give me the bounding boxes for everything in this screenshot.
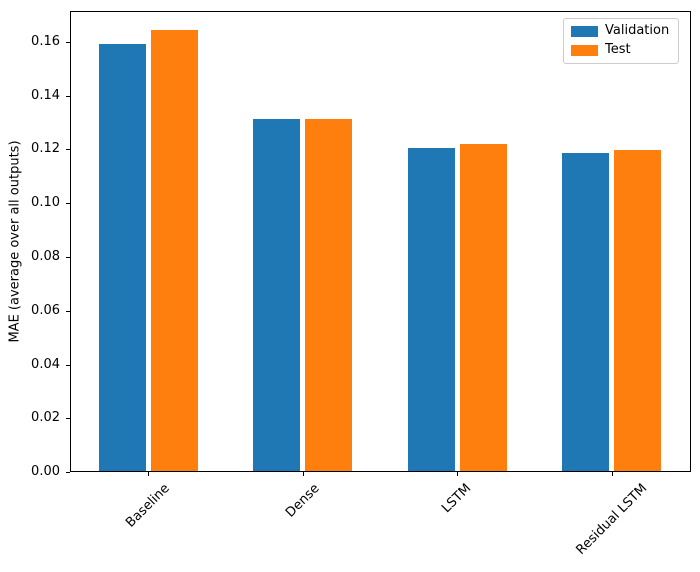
legend-label-test: Test (605, 42, 631, 57)
legend-patch-test (571, 44, 598, 56)
bar-validation-baseline (98, 43, 146, 471)
y-tick-label: 0.14 (31, 87, 60, 103)
x-tick-mark (457, 472, 458, 476)
bar-validation-residual-lstm (562, 153, 609, 471)
y-tick-label: 0.00 (31, 464, 60, 479)
y-tick-label: 0.10 (31, 195, 60, 211)
bar-test-dense (305, 118, 352, 471)
y-tick-label: 0.16 (31, 33, 60, 49)
y-tick-mark (66, 149, 70, 151)
x-tick-mark (148, 472, 149, 476)
x-tick-label-lstm: LSTM (439, 481, 475, 517)
plot-area (70, 11, 691, 472)
y-tick-mark (66, 472, 70, 473)
y-tick-mark (66, 310, 70, 312)
bar-test-baseline (150, 30, 198, 471)
legend-row: Test (571, 43, 669, 57)
legend-patch-validation (571, 25, 598, 37)
legend-row: Validation (571, 24, 669, 38)
legend: Validation Test (563, 18, 680, 64)
x-tick-label-dense: Dense (282, 481, 323, 521)
x-tick-mark (611, 472, 613, 476)
y-tick-mark (66, 364, 70, 366)
x-tick-label-baseline: Baseline (123, 481, 173, 531)
y-tick-mark (66, 203, 70, 205)
y-tick-mark (66, 418, 70, 420)
y-tick-mark (66, 95, 70, 97)
bar-validation-dense (253, 118, 300, 471)
y-tick-label: 0.02 (31, 410, 60, 426)
x-tick-mark (302, 472, 304, 476)
y-tick-label: 0.06 (31, 302, 60, 318)
legend-label-validation: Validation (605, 23, 670, 38)
bar-test-residual-lstm (614, 150, 661, 471)
y-tick-mark (66, 257, 70, 258)
y-tick-label: 0.12 (31, 141, 60, 157)
x-tick-label-residual-lstm: Residual LSTM (573, 481, 651, 558)
bar-validation-lstm (407, 148, 455, 471)
y-tick-label: 0.08 (31, 249, 60, 264)
y-tick-label: 0.04 (31, 356, 60, 372)
y-tick-mark (66, 41, 70, 43)
bar-test-lstm (459, 144, 507, 471)
